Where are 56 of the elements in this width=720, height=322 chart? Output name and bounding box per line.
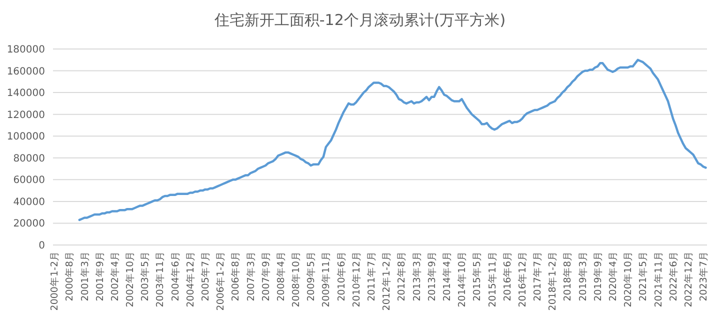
y-tick-label: 80000 xyxy=(13,153,45,164)
x-tick-label: 2010年6月 xyxy=(335,251,348,302)
x-tick-label: 2006年8月 xyxy=(230,251,242,302)
x-tick-label: 2001年3月 xyxy=(78,251,91,302)
x-tick-label: 2007年3月 xyxy=(244,251,257,302)
x-tick-label: 2002年10月 xyxy=(124,251,136,308)
y-tick-label: 160000 xyxy=(6,66,45,78)
x-tick-label: 2007年9月 xyxy=(260,251,272,302)
y-tick-label: 20000 xyxy=(13,218,45,230)
x-tick-label: 2020年10月 xyxy=(622,251,634,308)
x-tick-label: 2011年7月 xyxy=(366,251,378,302)
chart-title: 住宅新开工面积-12个月滚动累计(万平方米) xyxy=(213,11,506,29)
x-tick-label: 2003年5月 xyxy=(139,251,152,302)
x-tick-label: 2016年12月 xyxy=(516,251,528,308)
x-tick-label: 2016年6月 xyxy=(501,251,514,302)
x-tick-label: 2023年7月 xyxy=(698,251,710,302)
x-tick-label: 2022年6月 xyxy=(667,251,680,302)
y-tick-label: 40000 xyxy=(13,196,45,208)
x-tick-label: 2013年3月 xyxy=(410,251,423,302)
x-tick-label: 2018年1-2月 xyxy=(546,251,559,311)
x-tick-label: 2008年4月 xyxy=(274,251,287,302)
x-tick-label: 2001年9月 xyxy=(94,251,106,302)
x-tick-label: 2015年11月 xyxy=(486,251,498,308)
x-tick-label: 2019年3月 xyxy=(576,251,589,302)
y-tick-label: 120000 xyxy=(6,110,45,121)
x-tick-label: 2017年7月 xyxy=(532,251,544,302)
x-tick-label: 2020年4月 xyxy=(607,251,619,302)
x-tick-label: 2021年11月 xyxy=(652,251,664,308)
x-tick-label: 2018年8月 xyxy=(562,251,574,302)
y-tick-label: 180000 xyxy=(6,44,45,56)
x-tick-label: 2005年7月 xyxy=(200,251,212,302)
x-tick-label: 2000年8月 xyxy=(64,251,76,302)
x-tick-label: 2019年9月 xyxy=(592,251,604,302)
x-tick-label: 2009年11月 xyxy=(320,251,332,308)
y-tick-label: 0 xyxy=(38,240,45,252)
x-tick-label: 2004年12月 xyxy=(184,251,196,308)
x-tick-label: 2009年5月 xyxy=(305,251,318,302)
y-tick-label: 60000 xyxy=(13,175,45,186)
x-tick-label: 2014年10月 xyxy=(456,251,468,308)
y-tick-label: 140000 xyxy=(6,88,45,100)
x-tick-label: 2006年1-2月 xyxy=(214,251,227,311)
y-tick-label: 100000 xyxy=(6,132,45,143)
x-tick-label: 2015年5月 xyxy=(471,251,484,302)
x-tick-label: 2010年12月 xyxy=(350,251,362,308)
x-tick-label: 2012年1-2月 xyxy=(380,251,393,311)
x-tick-label: 2000年1-2月 xyxy=(48,251,61,311)
x-tick-label: 2002年4月 xyxy=(108,251,121,302)
x-tick-label: 2013年9月 xyxy=(426,251,438,302)
x-tick-label: 2021年5月 xyxy=(637,251,650,302)
x-tick-label: 2022年12月 xyxy=(682,251,694,308)
x-tick-label: 2003年11月 xyxy=(154,251,166,308)
x-tick-label: 2004年6月 xyxy=(169,251,182,302)
line-series xyxy=(78,58,707,222)
x-tick-label: 2014年4月 xyxy=(440,251,453,302)
x-tick-label: 2008年10月 xyxy=(290,251,302,308)
x-tick-label: 2012年8月 xyxy=(396,251,408,302)
